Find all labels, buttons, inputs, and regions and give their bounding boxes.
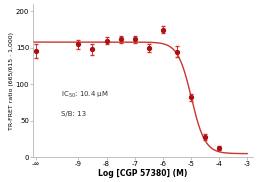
X-axis label: Log [CGP 57380] (M): Log [CGP 57380] (M) (98, 169, 188, 178)
Text: S/B: 13: S/B: 13 (61, 111, 87, 117)
Text: IC$_{50}$: 10.4 μM: IC$_{50}$: 10.4 μM (61, 90, 109, 100)
Y-axis label: TR-FRET ratio (665/615 · 1,000): TR-FRET ratio (665/615 · 1,000) (9, 32, 14, 130)
